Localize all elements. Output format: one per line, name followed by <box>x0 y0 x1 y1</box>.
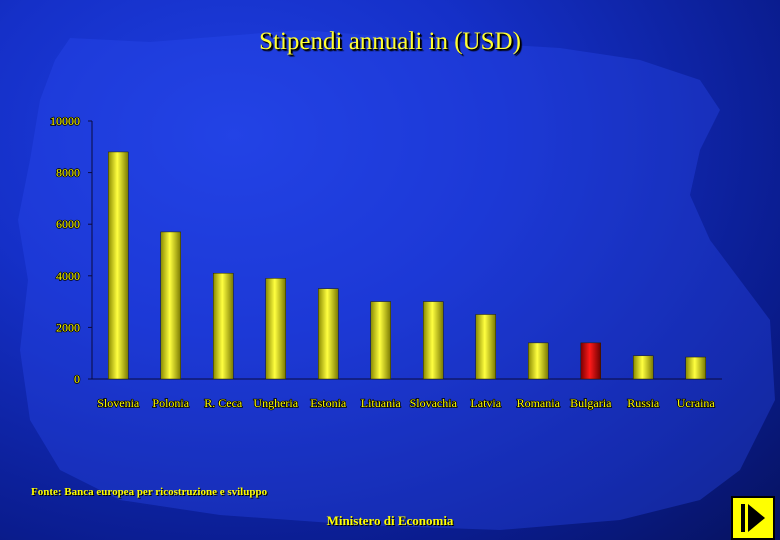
x-category-label: Estonia <box>310 396 347 410</box>
skip-to-end-icon <box>741 504 765 532</box>
x-category-label: Latvia <box>470 396 501 410</box>
x-category-label: Lituania <box>361 396 402 410</box>
x-category-label: Polonia <box>152 396 189 410</box>
y-tick-label: 0 <box>74 372 80 386</box>
bar-slovachia <box>423 301 444 380</box>
y-tick-label: 6000 <box>56 217 80 231</box>
x-category-label: Ungheria <box>253 396 298 410</box>
x-category-label: Slovenia <box>97 396 140 410</box>
bar-slovenia <box>108 151 129 380</box>
bar-russia <box>633 355 654 380</box>
footer-label: Ministero di Economia <box>326 513 454 528</box>
x-category-label: Slovachia <box>410 396 458 410</box>
bar-latvia <box>475 314 496 380</box>
bar-ungheria <box>265 278 286 380</box>
x-category-label: Romania <box>517 396 561 410</box>
x-category-label: Ucraina <box>677 396 716 410</box>
bar-bulgaria <box>580 342 601 380</box>
bar-estonia <box>318 288 339 380</box>
x-category-label: Russia <box>627 396 660 410</box>
y-tick-label: 2000 <box>56 320 80 334</box>
y-tick-label: 4000 <box>56 269 80 283</box>
source-note: Fonte: Banca europea per ricostruzione e… <box>31 486 268 498</box>
bar-romania <box>528 342 549 380</box>
y-tick-label: 8000 <box>56 166 80 180</box>
y-tick-label: 10000 <box>50 114 80 128</box>
x-category-label: Bulgaria <box>570 396 612 410</box>
bar-polonia <box>160 231 181 380</box>
skip-to-end-button[interactable] <box>731 496 775 540</box>
x-category-label: R. Ceca <box>204 396 243 410</box>
bar-lituania <box>370 301 391 380</box>
bar-r-ceca <box>213 272 234 380</box>
chart-title: Stipendi annuali in (USD) <box>259 28 521 55</box>
bar-ucraina <box>685 356 706 380</box>
